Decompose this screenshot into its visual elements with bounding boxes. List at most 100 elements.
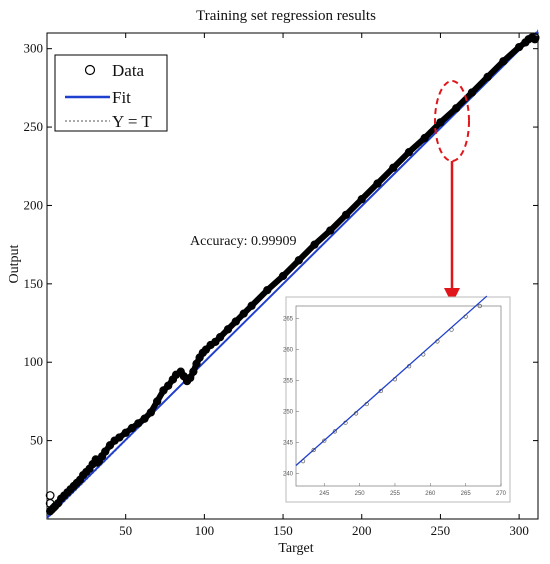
- inset-layer: 245 250 255 260 265 270 240 245 250 255 260 265: [283, 295, 507, 497]
- x-tick-label: 250: [431, 523, 451, 538]
- x-tick-label: 100: [195, 523, 215, 538]
- inset-data-point: [477, 303, 482, 309]
- inset-y-tick-label: 250: [283, 410, 294, 416]
- legend-data-marker: [84, 64, 96, 76]
- legend-label-yt: Y = T: [112, 112, 152, 131]
- inset-x-tick-label: 260: [425, 491, 436, 497]
- chart-title: Training set regression results: [196, 8, 376, 24]
- data-point: [164, 381, 173, 390]
- y-tick-label: 200: [24, 197, 44, 212]
- data-point: [189, 367, 198, 376]
- y-tick-label: 50: [30, 433, 43, 448]
- inset-x-tick-label: 245: [319, 491, 330, 497]
- inset-zoom: 245 250 255 260 265 270 240 245 250 255 260 265: [283, 295, 511, 503]
- inset-data-point: [407, 364, 412, 369]
- inset-fit-line: [295, 295, 488, 467]
- inset-data-point: [449, 327, 454, 332]
- data-point: [247, 301, 256, 310]
- data-point: [186, 373, 195, 383]
- data-point: [530, 33, 540, 43]
- legend-box: [54, 54, 168, 132]
- inset-y-tick-label: 240: [283, 472, 294, 478]
- inset-data-point: [392, 377, 398, 382]
- inset-data-point: [311, 447, 316, 453]
- inset-data-point: [364, 401, 369, 407]
- y-tick-label: 100: [24, 354, 44, 369]
- data-point: [201, 345, 211, 354]
- inset-plot-area: [295, 305, 502, 487]
- data-point: [159, 386, 168, 395]
- y-tick-label: 150: [24, 276, 44, 291]
- inset-data-point: [322, 438, 327, 443]
- inset-data-point: [332, 429, 337, 434]
- inset-x-tick-label: 250: [355, 491, 366, 497]
- data-point: [105, 441, 115, 450]
- x-axis-label: Target: [278, 541, 313, 556]
- y-tick-label: 300: [24, 41, 44, 56]
- data-point: [483, 72, 492, 82]
- data-point: [404, 147, 414, 157]
- inset-y-tick-label: 255: [283, 378, 294, 384]
- legend-label-fit: Fit: [112, 88, 131, 107]
- inset-x-tick-label: 270: [496, 491, 507, 497]
- data-point: [499, 57, 508, 66]
- data-point: [211, 337, 220, 346]
- inset-x-tick-label: 255: [390, 491, 401, 497]
- data-point: [514, 42, 524, 52]
- data-point: [215, 332, 225, 342]
- x-tick-label: 300: [509, 523, 529, 538]
- legend: Data Fit Y = T: [54, 54, 168, 132]
- inset-data-point: [435, 339, 440, 344]
- accuracy-annotation: Accuracy: 0.99909: [190, 234, 297, 249]
- inset-data-point: [300, 459, 306, 464]
- inset-data-point: [343, 420, 348, 425]
- data-point: [436, 118, 445, 127]
- zoom-highlight-ellipse: [434, 80, 470, 162]
- data-points-layer: [45, 33, 540, 516]
- data-point: [115, 433, 124, 442]
- data-point: [326, 226, 335, 235]
- data-point: [231, 317, 240, 326]
- data-point: [127, 423, 137, 433]
- legend-label-data: Data: [112, 61, 145, 80]
- axis-ticks-layer: 50 100 150 200 250 300 50 100 150 200 250 300: [24, 33, 538, 538]
- data-point: [263, 285, 272, 295]
- data-point: [101, 447, 110, 456]
- zoom-arrow-head: [444, 288, 460, 304]
- x-tick-label: 200: [352, 523, 372, 538]
- inset-y-tick-label: 260: [283, 347, 294, 353]
- inset-x-tick-label: 265: [461, 491, 472, 497]
- data-point: [310, 240, 319, 249]
- data-point: [140, 414, 149, 423]
- data-point: [192, 359, 201, 368]
- data-point: [146, 408, 156, 417]
- data-point: [373, 179, 382, 188]
- data-point: [341, 210, 351, 220]
- data-point: [153, 397, 162, 406]
- data-point: [294, 256, 303, 265]
- inset-y-tick-label: 265: [283, 316, 294, 322]
- data-point-outlier: [45, 498, 55, 508]
- inset-data-point: [378, 388, 383, 394]
- data-point: [357, 195, 366, 204]
- y-tick-label: 250: [24, 119, 44, 134]
- data-point: [420, 133, 429, 143]
- inset-y-tick-label: 245: [283, 441, 294, 447]
- x-tick-label: 150: [273, 523, 293, 538]
- inset-data-point: [353, 411, 359, 416]
- data-point: [452, 104, 461, 113]
- fit-line: [46, 30, 539, 519]
- inset-data-point: [463, 314, 468, 319]
- data-point: [134, 419, 143, 428]
- y-axis-label: Output: [7, 244, 22, 283]
- data-point: [389, 163, 398, 172]
- data-point: [223, 325, 233, 334]
- x-tick-label: 50: [119, 523, 132, 538]
- data-point: [239, 309, 248, 318]
- data-point: [93, 458, 102, 467]
- inset-data-point: [421, 352, 426, 357]
- data-point: [467, 88, 477, 97]
- data-point: [121, 428, 130, 437]
- data-point: [278, 271, 288, 281]
